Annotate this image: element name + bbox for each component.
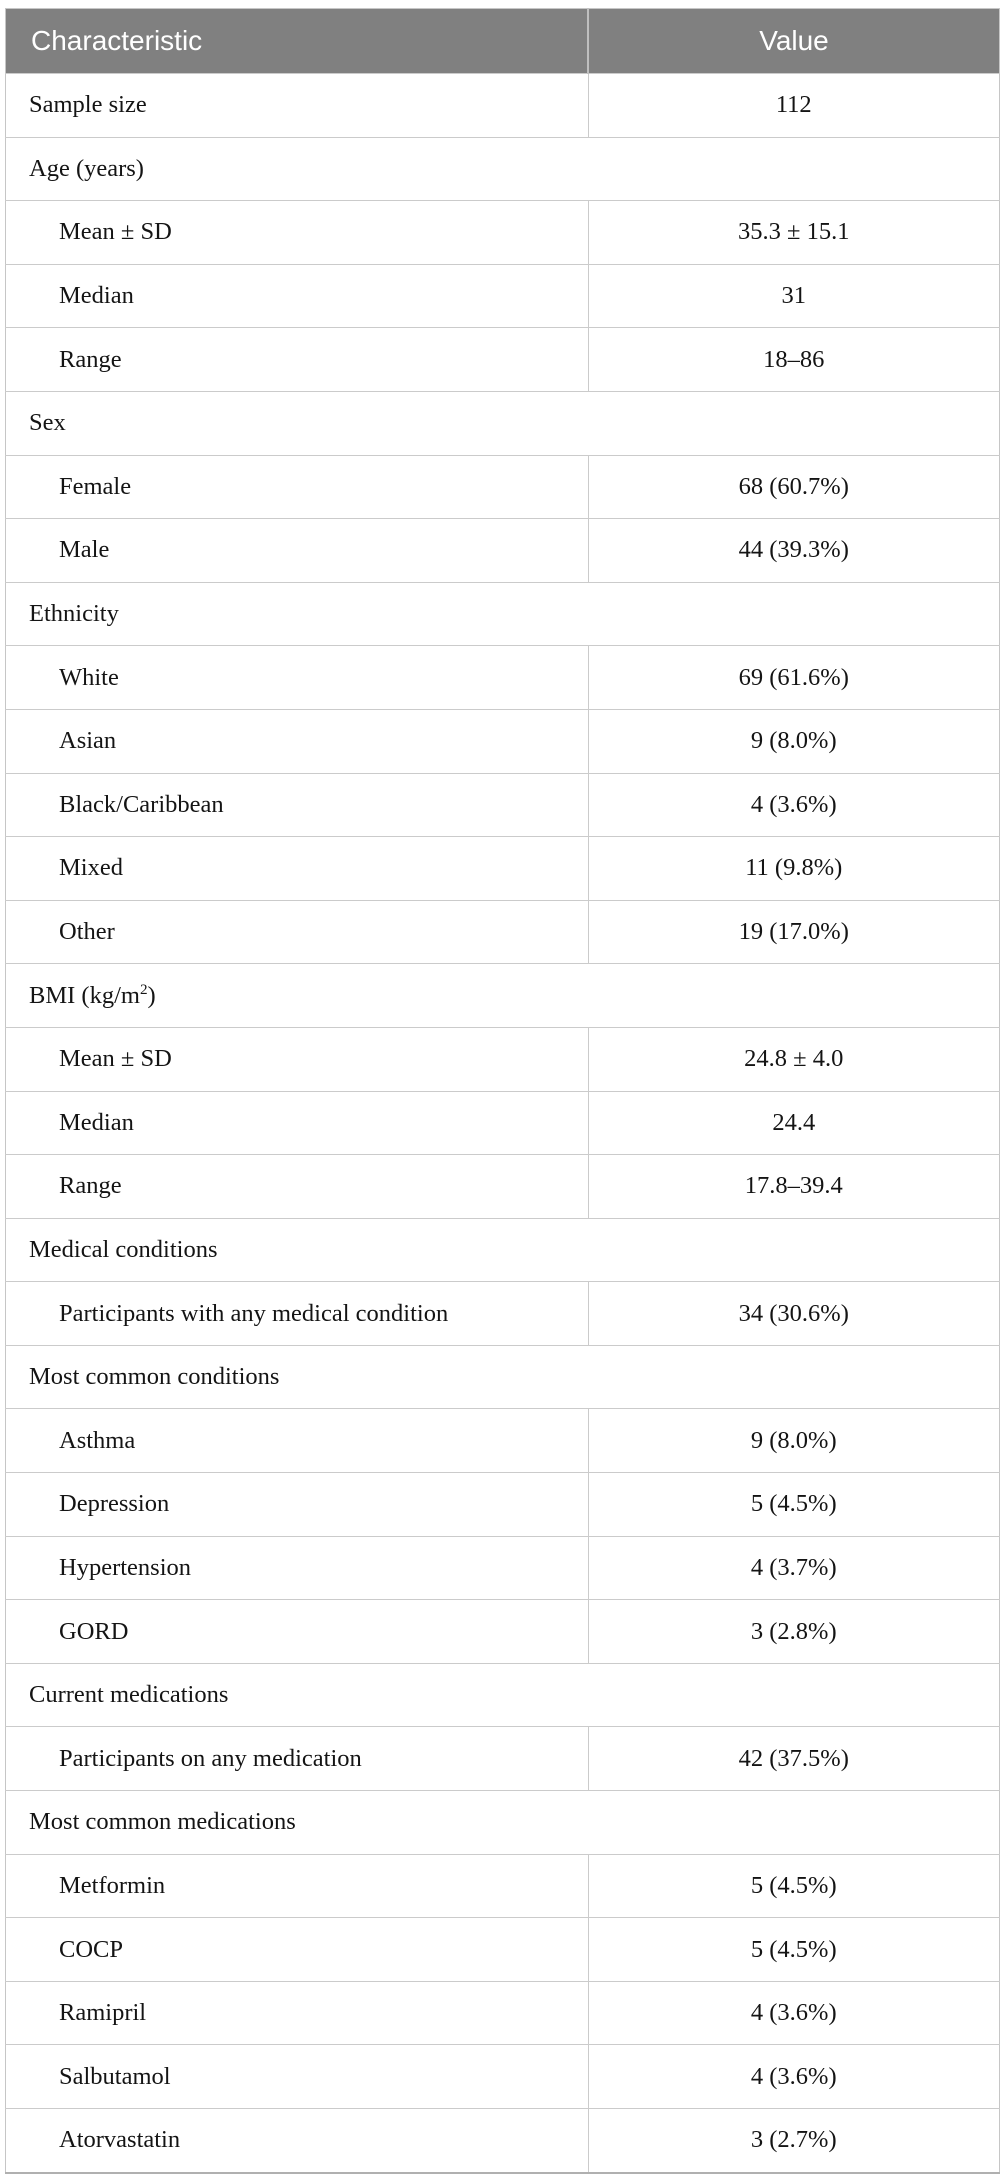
characteristic-value: 4 (3.6%) [588, 1980, 1000, 2045]
section-label: Most common conditions [5, 1344, 1000, 1409]
table-row: Participants on any medication 42 (37.5%) [5, 1726, 1000, 1791]
characteristic-label: Atorvastatin [5, 2107, 589, 2173]
characteristic-value: 9 (8.0%) [588, 708, 1000, 774]
section-row: Current medications [5, 1662, 1000, 1727]
characteristic-value: 69 (61.6%) [588, 645, 1000, 710]
section-row: BMI (kg/m2) [5, 963, 1000, 1028]
characteristic-label: Mixed [5, 836, 589, 901]
characteristic-label: Asthma [5, 1408, 589, 1473]
column-header-characteristic: Characteristic [5, 8, 588, 74]
table-row: Mixed 11 (9.8%) [5, 836, 1000, 901]
characteristic-value: 35.3 ± 15.1 [588, 200, 1000, 265]
table-row: Range 18–86 [5, 327, 1000, 392]
characteristic-value: 44 (39.3%) [588, 518, 1000, 583]
characteristic-label: Black/Caribbean [5, 772, 589, 837]
characteristic-label: White [5, 645, 589, 710]
characteristic-label: Depression [5, 1472, 589, 1537]
characteristic-label: Median [5, 263, 589, 328]
section-row: Age (years) [5, 136, 1000, 201]
table-row: Mean ± SD 35.3 ± 15.1 [5, 200, 1000, 265]
table-row: Male 44 (39.3%) [5, 518, 1000, 583]
table-row: Other 19 (17.0%) [5, 899, 1000, 964]
header-row: Characteristic Value [5, 8, 1000, 74]
characteristics-table: Characteristic Value Sample size 112 Age (… [5, 8, 1000, 2174]
table-row: COCP 5 (4.5%) [5, 1917, 1000, 1982]
column-header-value: Value [587, 8, 1000, 74]
characteristic-value: 5 (4.5%) [588, 1917, 1000, 1982]
table-row: Atorvastatin 3 (2.7%) [5, 2107, 1000, 2173]
section-label: BMI (kg/m2) [5, 963, 1000, 1028]
characteristic-value: 3 (2.7%) [588, 2107, 1000, 2173]
characteristic-value: 5 (4.5%) [588, 1472, 1000, 1537]
table-header: Characteristic Value [5, 8, 1000, 74]
characteristic-label: Range [5, 1154, 589, 1219]
characteristic-label: Other [5, 899, 589, 964]
characteristic-value: 9 (8.0%) [588, 1408, 1000, 1473]
table-row: Metformin 5 (4.5%) [5, 1853, 1000, 1918]
section-row: Medical conditions [5, 1217, 1000, 1282]
characteristic-label: Participants with any medical condition [5, 1281, 589, 1346]
characteristic-label: Mean ± SD [5, 200, 589, 265]
characteristic-label: COCP [5, 1917, 589, 1982]
section-row: Most common medications [5, 1790, 1000, 1855]
section-row: Ethnicity [5, 581, 1000, 646]
section-label: Medical conditions [5, 1217, 1000, 1282]
characteristic-value: 4 (3.6%) [588, 772, 1000, 837]
characteristic-value: 112 [588, 73, 1000, 138]
table-row: Median 31 [5, 263, 1000, 328]
characteristic-value: 34 (30.6%) [588, 1281, 1000, 1346]
table-row: Mean ± SD 24.8 ± 4.0 [5, 1026, 1000, 1091]
section-label: Most common medications [5, 1790, 1000, 1855]
characteristic-label: Male [5, 518, 589, 583]
table-row: Salbutamol 4 (3.6%) [5, 2044, 1000, 2109]
characteristic-value: 17.8–39.4 [588, 1154, 1000, 1219]
section-row: Most common conditions [5, 1344, 1000, 1409]
section-label: Current medications [5, 1662, 1000, 1727]
characteristic-label: Mean ± SD [5, 1026, 589, 1091]
characteristic-label: Participants on any medication [5, 1726, 589, 1791]
characteristic-label: Median [5, 1090, 589, 1155]
characteristic-label: Salbutamol [5, 2044, 589, 2109]
section-label: Age (years) [5, 136, 1000, 201]
section-row: Sex [5, 390, 1000, 456]
characteristic-value: 68 (60.7%) [588, 454, 1000, 519]
table-row: Participants with any medical condition 3… [5, 1281, 1000, 1346]
table-row: Depression 5 (4.5%) [5, 1472, 1000, 1537]
characteristic-value: 18–86 [588, 327, 1000, 392]
table-row: White 69 (61.6%) [5, 645, 1000, 710]
table-row: GORD 3 (2.8%) [5, 1599, 1000, 1664]
characteristic-value: 4 (3.6%) [588, 2044, 1000, 2109]
characteristic-value: 31 [588, 263, 1000, 328]
characteristic-label: Asian [5, 708, 589, 774]
characteristic-value: 42 (37.5%) [588, 1726, 1000, 1791]
table-body: Sample size 112 Age (years) Mean ± SD 35.3 ±… [5, 73, 1000, 2173]
characteristic-label: Range [5, 327, 589, 392]
characteristic-label: Sample size [5, 73, 589, 138]
table-row: Black/Caribbean 4 (3.6%) [5, 772, 1000, 837]
table-row: Female 68 (60.7%) [5, 454, 1000, 519]
characteristic-value: 19 (17.0%) [588, 899, 1000, 964]
table-row: Asthma 9 (8.0%) [5, 1408, 1000, 1473]
characteristic-value: 3 (2.8%) [588, 1599, 1000, 1664]
table-row: Sample size 112 [5, 73, 1000, 138]
table-row: Range 17.8–39.4 [5, 1154, 1000, 1219]
characteristic-value: 5 (4.5%) [588, 1853, 1000, 1918]
table-row: Hypertension 4 (3.7%) [5, 1535, 1000, 1600]
characteristic-label: Hypertension [5, 1535, 589, 1600]
section-label: Ethnicity [5, 581, 1000, 646]
characteristic-value: 4 (3.7%) [588, 1535, 1000, 1600]
characteristic-label: Ramipril [5, 1980, 589, 2045]
characteristic-label: Metformin [5, 1853, 589, 1918]
characteristic-value: 24.8 ± 4.0 [588, 1026, 1000, 1091]
characteristic-label: GORD [5, 1599, 589, 1664]
characteristic-label: Female [5, 454, 589, 519]
table-row: Asian 9 (8.0%) [5, 708, 1000, 774]
table-row: Ramipril 4 (3.6%) [5, 1980, 1000, 2045]
characteristic-value: 11 (9.8%) [588, 836, 1000, 901]
section-label: Sex [5, 390, 1000, 456]
table-row: Median 24.4 [5, 1090, 1000, 1155]
characteristic-value: 24.4 [588, 1090, 1000, 1155]
